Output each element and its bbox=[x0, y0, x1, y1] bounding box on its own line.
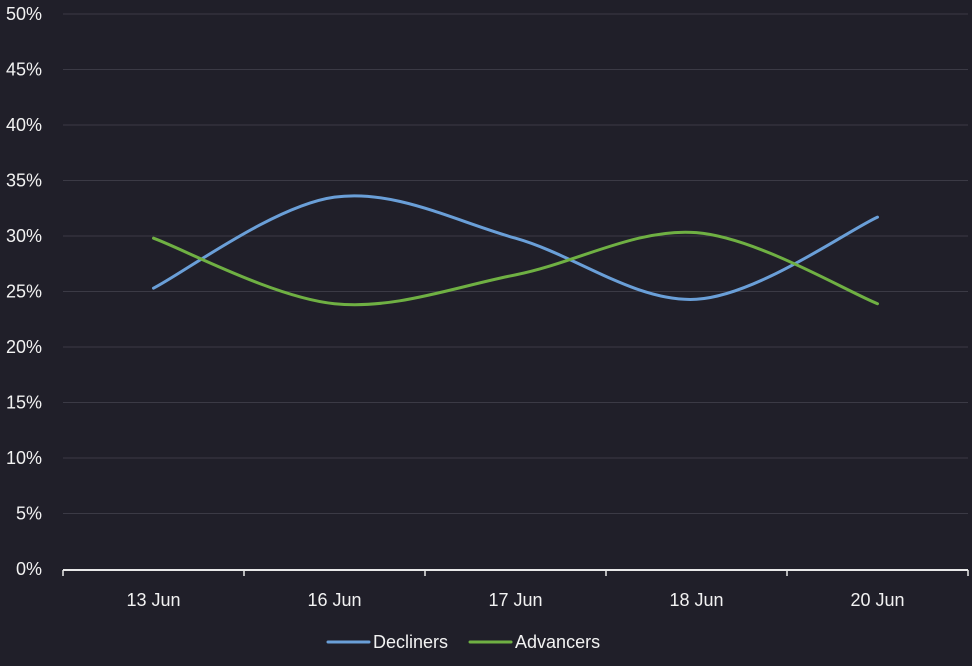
y-tick-label: 15% bbox=[6, 393, 42, 413]
y-tick-label: 50% bbox=[6, 4, 42, 24]
y-tick-label: 5% bbox=[16, 504, 42, 524]
x-tick-label: 17 Jun bbox=[488, 590, 542, 610]
x-tick-label: 16 Jun bbox=[307, 590, 361, 610]
y-tick-label: 25% bbox=[6, 282, 42, 302]
y-tick-label: 0% bbox=[16, 559, 42, 579]
x-axis: 13 Jun 16 Jun 17 Jun 18 Jun 20 Jun bbox=[62, 569, 969, 610]
y-tick-label: 10% bbox=[6, 448, 42, 468]
y-axis-tick-labels: 0% 5% 10% 15% 20% 25% 30% 35% 40% 45% 50% bbox=[6, 4, 42, 579]
x-tick-label: 18 Jun bbox=[669, 590, 723, 610]
legend-item-advancers[interactable]: Advancers bbox=[468, 632, 600, 652]
series-line-advancers bbox=[152, 230, 879, 307]
y-tick-label: 40% bbox=[6, 115, 42, 135]
legend: Decliners Advancers bbox=[326, 632, 600, 652]
gridlines bbox=[63, 13, 968, 514]
legend-label: Advancers bbox=[515, 632, 600, 652]
x-tick-label: 13 Jun bbox=[126, 590, 180, 610]
y-tick-label: 30% bbox=[6, 226, 42, 246]
series-line-decliners bbox=[152, 194, 879, 301]
y-tick-label: 20% bbox=[6, 337, 42, 357]
y-tick-label: 45% bbox=[6, 60, 42, 80]
series-lines bbox=[152, 194, 879, 307]
y-tick-label: 35% bbox=[6, 171, 42, 191]
legend-item-decliners[interactable]: Decliners bbox=[326, 632, 448, 652]
x-tick-label: 20 Jun bbox=[850, 590, 904, 610]
legend-label: Decliners bbox=[373, 632, 448, 652]
